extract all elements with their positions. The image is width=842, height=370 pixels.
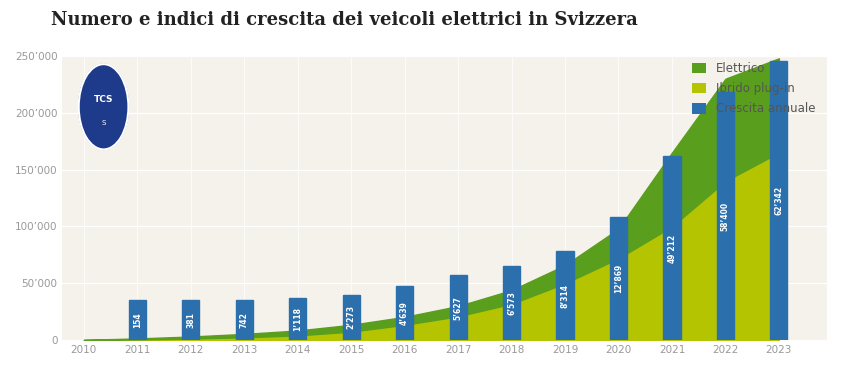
Bar [770, 61, 787, 340]
Bar [343, 295, 360, 340]
Text: Numero e indici di crescita dei veicoli elettrici in Svizzera: Numero e indici di crescita dei veicoli … [51, 11, 637, 29]
Text: 381: 381 [186, 312, 195, 328]
Bar [610, 218, 627, 340]
Text: 2’273: 2’273 [347, 305, 355, 329]
Text: 154: 154 [133, 312, 141, 328]
Legend: Elettrico, Ibrido plug-in, Crescita annuale: Elettrico, Ibrido plug-in, Crescita annu… [686, 56, 821, 121]
Bar [717, 92, 734, 340]
Bar [503, 266, 520, 340]
Text: 8’314: 8’314 [561, 284, 569, 308]
Bar [396, 286, 413, 340]
Bar [129, 300, 146, 340]
Text: 742: 742 [240, 312, 248, 328]
Bar [663, 156, 680, 340]
Text: 6’573: 6’573 [507, 291, 516, 315]
Bar [289, 298, 306, 340]
Text: S: S [101, 120, 106, 127]
Text: 62’342: 62’342 [775, 186, 783, 215]
Text: 5’627: 5’627 [454, 296, 462, 320]
Text: 1’118: 1’118 [293, 307, 302, 331]
Circle shape [78, 64, 129, 149]
Bar [557, 252, 573, 340]
Bar [182, 300, 200, 340]
Text: 58’400: 58’400 [721, 202, 730, 231]
Text: 4’639: 4’639 [400, 301, 409, 325]
Text: 49’212: 49’212 [668, 233, 676, 263]
Text: 12’869: 12’869 [614, 264, 623, 293]
Bar [450, 275, 466, 340]
Text: TCS: TCS [93, 95, 114, 104]
Bar [236, 300, 253, 340]
